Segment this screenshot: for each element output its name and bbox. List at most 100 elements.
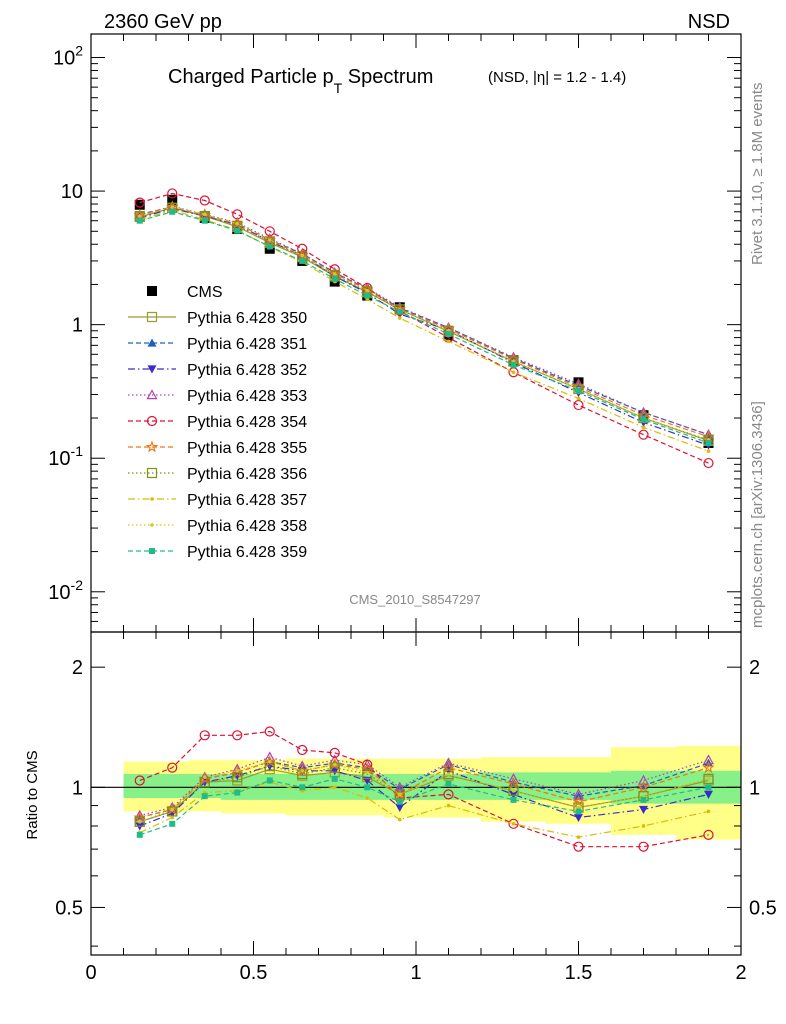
data-point	[702, 761, 715, 774]
data-point	[134, 775, 145, 786]
data-point	[199, 195, 210, 206]
ratio-plot-area: 0 0.5 1 1.5 2 0.5 0.5 1 1 2 2	[55, 631, 777, 984]
data-point	[573, 399, 584, 411]
chart-title-main2: Spectrum	[342, 66, 433, 88]
data-point	[134, 816, 145, 827]
data-point	[575, 808, 582, 815]
data-point	[576, 396, 581, 401]
data-point	[146, 311, 158, 323]
series-line	[139, 207, 709, 441]
data-point	[167, 762, 178, 773]
y-tick-label: 102	[53, 43, 83, 70]
data-point	[637, 406, 650, 417]
data-point	[445, 780, 452, 787]
data-point	[640, 796, 647, 803]
legend-entry: Pythia 6.428 356	[128, 466, 307, 483]
data-point	[365, 796, 370, 800]
data-point	[232, 730, 243, 741]
data-point	[638, 429, 649, 440]
data-point	[703, 457, 714, 469]
data-point	[149, 548, 155, 554]
ratio-series-pythia-6-428-358	[137, 759, 711, 824]
data-point	[637, 780, 650, 793]
rivet-label: Rivet 3.1.10, ≥ 1.8M events	[749, 83, 766, 266]
data-point	[706, 777, 711, 781]
data-point	[201, 217, 208, 224]
data-point	[150, 497, 154, 501]
data-point	[136, 217, 143, 224]
legend-entry: Pythia 6.428 353	[128, 388, 307, 405]
data-point	[396, 308, 403, 315]
chart-title: Charged Particle pT Spectrum	[168, 66, 433, 96]
data-point	[641, 824, 646, 828]
data-point	[706, 449, 711, 453]
ratio-line	[139, 765, 709, 823]
data-point	[169, 208, 176, 215]
data-point	[134, 199, 145, 210]
data-point	[641, 425, 646, 430]
series-line	[139, 192, 709, 464]
legend-entry: Pythia 6.428 354	[128, 414, 307, 431]
data-point	[395, 803, 405, 813]
chart-title-main: Charged Particle p	[168, 66, 334, 88]
chart-title-sub: T	[334, 80, 343, 96]
ratio-series-pythia-6-428-359	[136, 775, 712, 838]
data-point	[576, 805, 581, 810]
header-right: NSD	[688, 11, 730, 33]
data-point	[134, 197, 145, 208]
data-point	[167, 194, 178, 205]
data-point	[165, 802, 179, 815]
legend: CMS Pythia 6.428 350 Pythia 6.428 351 Pythi…	[128, 284, 307, 561]
data-point	[446, 772, 451, 776]
data-point	[201, 793, 208, 800]
data-point	[362, 768, 373, 780]
data-point	[300, 768, 305, 773]
data-point	[266, 777, 273, 784]
data-point	[198, 208, 212, 221]
x-tick-label: 0.5	[240, 962, 268, 984]
data-point	[705, 440, 712, 447]
data-point	[147, 365, 157, 374]
data-point	[146, 415, 158, 427]
data-point	[133, 810, 147, 823]
data-point	[137, 819, 142, 824]
data-point	[704, 790, 713, 799]
y-tick-label-base: 10	[48, 582, 70, 604]
legend-label: CMS	[187, 284, 223, 301]
data-point	[703, 829, 714, 840]
data-point	[137, 214, 142, 218]
band-inner-segment	[156, 773, 189, 799]
ratio-y-tick-label: 1	[72, 777, 83, 799]
legend-entry: Pythia 6.428 355	[128, 440, 307, 457]
series-line	[139, 209, 709, 452]
series-line	[139, 206, 709, 441]
data-point	[442, 757, 455, 768]
data-point	[397, 316, 402, 320]
chart-title-extra: (NSD, |η| = 1.2 - 1.4)	[488, 69, 626, 86]
data-point	[575, 387, 582, 394]
data-point	[511, 789, 516, 793]
data-point	[167, 188, 178, 199]
data-point	[510, 796, 517, 803]
data-point	[264, 726, 275, 737]
data-point	[145, 440, 159, 453]
legend-label: Pythia 6.428 355	[187, 440, 307, 457]
data-point	[147, 286, 157, 296]
x-tick-label: 1.5	[565, 962, 593, 984]
data-point	[170, 807, 175, 812]
legend-entry: CMS	[147, 284, 223, 301]
data-point	[300, 253, 305, 258]
data-point	[332, 272, 337, 276]
data-point	[235, 768, 240, 773]
legend-entry: Pythia 6.428 352	[128, 362, 307, 379]
data-point	[393, 787, 407, 800]
legend-label: Pythia 6.428 350	[187, 310, 307, 327]
x-tick-label: 0	[85, 962, 96, 984]
ratio-series-pythia-6-428-354	[134, 726, 714, 852]
data-point	[511, 822, 516, 826]
data-point	[443, 768, 454, 780]
y-tick-label: 10	[61, 181, 83, 203]
